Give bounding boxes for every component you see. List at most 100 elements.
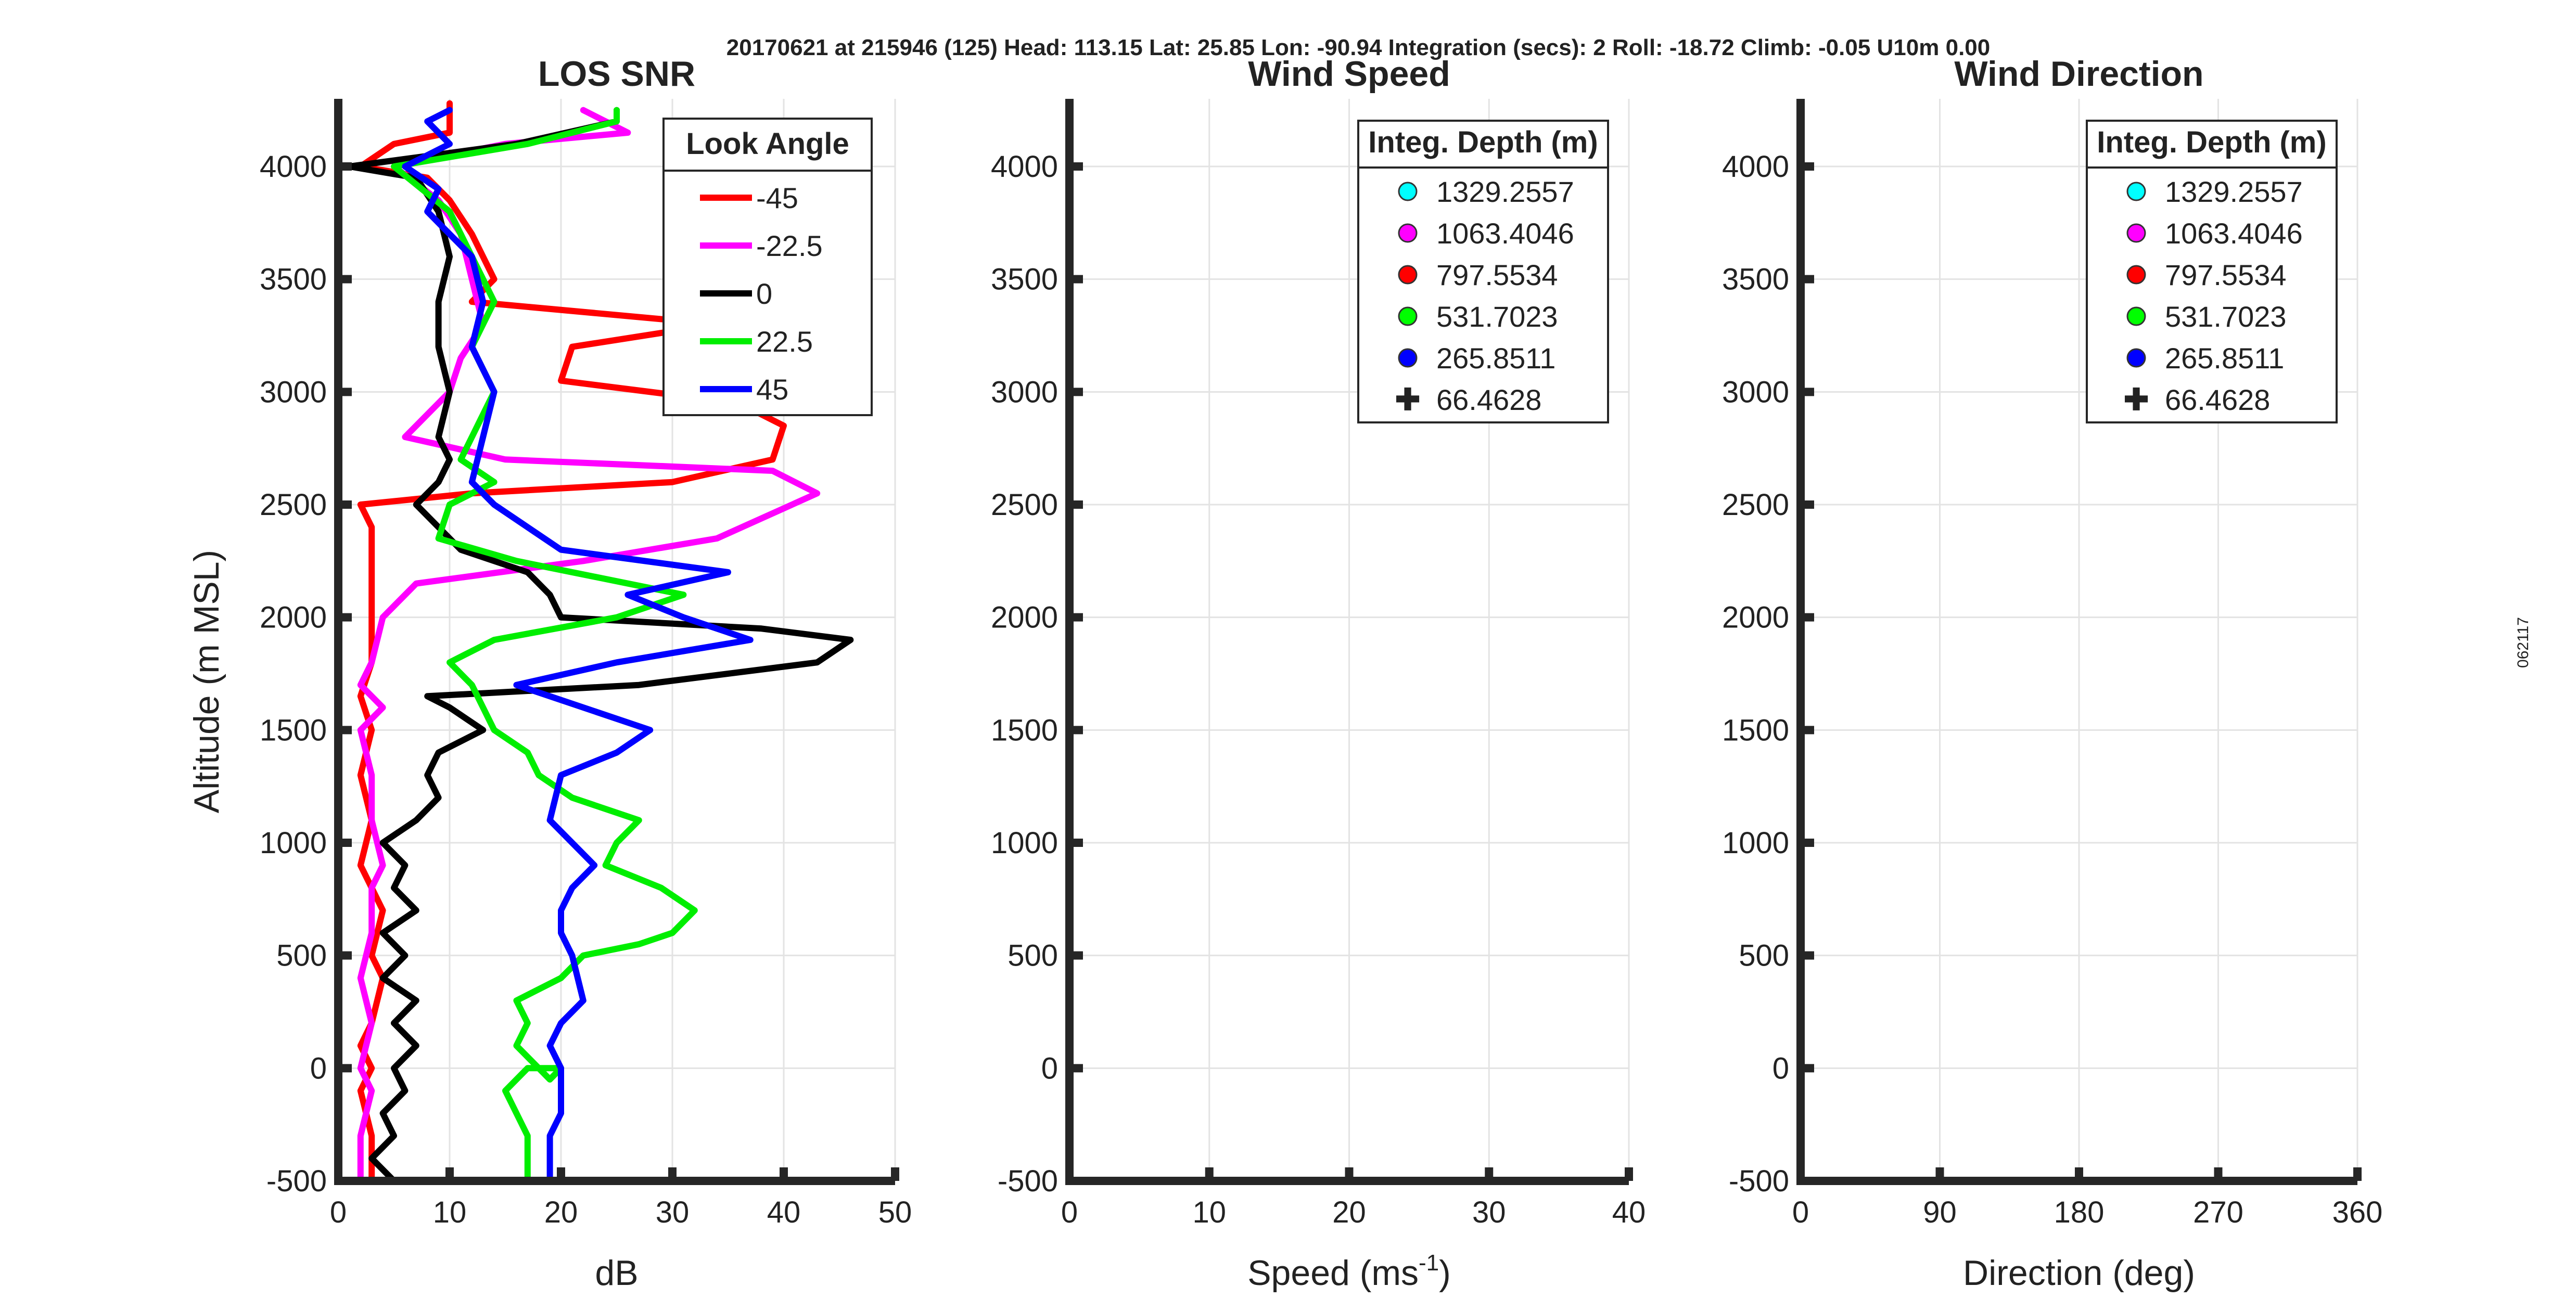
y-tick-label: 2500 [260, 488, 327, 522]
y-tick-label: 1500 [260, 713, 327, 747]
y-tick-label: 2500 [991, 488, 1058, 522]
x-tick-label: 270 [2193, 1195, 2243, 1229]
y-tick-label: 1000 [1722, 826, 1789, 860]
y-tick-label: 3000 [1722, 375, 1789, 409]
x-tick-label: 50 [878, 1195, 912, 1229]
y-tick-label: 0 [1772, 1051, 1789, 1085]
y-tick-label: 0 [1041, 1051, 1058, 1085]
series-line-45 [402, 107, 754, 1181]
y-tick-label: 3500 [1722, 263, 1789, 297]
legend-label-797.5534: 797.5534 [1436, 259, 1558, 291]
x-axis-label: Direction (deg) [1963, 1253, 2195, 1293]
x-tick-label: 20 [1332, 1195, 1366, 1229]
legend-marker-1329.2557 [2126, 182, 2146, 201]
legend-marker-1329.2557 [1398, 182, 1418, 201]
legend-label-265.8511: 265.8511 [1436, 342, 1555, 375]
y-tick-label: 3000 [260, 375, 327, 409]
x-tick-label: 0 [1792, 1195, 1809, 1229]
y-tick-label: 1500 [1722, 713, 1789, 747]
y-tick-label: 1500 [991, 713, 1058, 747]
legend-label-1063.4046: 1063.4046 [2165, 217, 2303, 250]
y-tick-label: 2000 [1722, 601, 1789, 635]
x-tick-label: 20 [544, 1195, 578, 1229]
x-tick-label: 360 [2332, 1195, 2383, 1229]
legend-label-265.8511: 265.8511 [2165, 342, 2284, 375]
x-axis-label-text: dB [595, 1253, 638, 1293]
legend-marker-66.4628: ✚ [2124, 383, 2149, 417]
legend-label-1329.2557: 1329.2557 [2165, 175, 2303, 208]
y-tick-label: 4000 [260, 150, 327, 184]
x-tick-label: 0 [330, 1195, 347, 1229]
x-tick-label: 10 [433, 1195, 467, 1229]
legend-label-1329.2557: 1329.2557 [1436, 175, 1574, 208]
legend-marker-265.8511 [2126, 348, 2146, 368]
legend-box [662, 118, 873, 416]
x-axis-label-text: Speed (ms [1247, 1253, 1419, 1293]
chart-title: LOS SNR [538, 54, 695, 94]
y-tick-label: 3500 [260, 263, 327, 297]
legend-label--45: -45 [756, 182, 798, 214]
y-tick-label: 3500 [991, 263, 1058, 297]
legend-marker-797.5534 [2126, 265, 2146, 285]
x-axis-label: dB [595, 1253, 638, 1293]
x-tick-label: 90 [1923, 1195, 1957, 1229]
y-tick-label: 1000 [991, 826, 1058, 860]
y-axis-label: Altitude (m MSL) [187, 550, 226, 813]
legend-label-0: 0 [756, 277, 772, 310]
legend-label-66.4628: 66.4628 [1436, 383, 1541, 416]
x-tick-label: 40 [1612, 1195, 1646, 1229]
figure-header: 20170621 at 215946 (125) Head: 113.15 La… [726, 35, 1990, 60]
x-axis-label-end: ) [1439, 1253, 1451, 1293]
legend-label-66.4628: 66.4628 [2165, 383, 2270, 416]
legend-title: Integ. Depth (m) [2097, 125, 2326, 159]
legend-title: Look Angle [686, 127, 849, 161]
legend-label-531.7023: 531.7023 [2165, 300, 2287, 333]
legend-title: Integ. Depth (m) [1368, 125, 1598, 159]
y-tick-label: -500 [266, 1164, 327, 1198]
legend-label--22.5: -22.5 [756, 229, 823, 262]
y-tick-label: 500 [1739, 939, 1789, 973]
y-tick-label: -500 [1729, 1164, 1789, 1198]
legend-label-797.5534: 797.5534 [2165, 259, 2287, 291]
y-tick-label: 4000 [991, 150, 1058, 184]
legend-marker-797.5534 [1398, 265, 1418, 285]
series-line--45 [357, 100, 787, 1181]
side-label: 062117 [2515, 617, 2532, 668]
y-tick-label: 4000 [1722, 150, 1789, 184]
legend-marker-1063.4046 [2126, 223, 2146, 243]
legend-marker-531.7023 [1398, 306, 1418, 326]
y-tick-label: 2500 [1722, 488, 1789, 522]
legend-marker-66.4628: ✚ [1395, 383, 1421, 417]
legend-label-1063.4046: 1063.4046 [1436, 217, 1574, 250]
x-axis-label: Speed (ms-1) [1247, 1250, 1451, 1293]
y-tick-label: 1000 [260, 826, 327, 860]
chart-title: Wind Speed [1248, 54, 1450, 94]
x-tick-label: 0 [1061, 1195, 1078, 1229]
legend-marker-531.7023 [2126, 306, 2146, 326]
x-tick-label: 40 [767, 1195, 801, 1229]
x-tick-label: 10 [1192, 1195, 1226, 1229]
legend-label-22.5: 22.5 [756, 325, 813, 358]
series-line-22.5 [391, 107, 698, 1181]
legend-marker-1063.4046 [1398, 223, 1418, 243]
x-axis-label-text: Direction (deg) [1963, 1253, 2195, 1293]
x-axis-label-superscript: -1 [1419, 1250, 1439, 1276]
series-group [346, 100, 854, 1181]
chart-title: Wind Direction [1954, 54, 2203, 94]
y-tick-label: 2000 [991, 601, 1058, 635]
x-tick-label: 30 [1472, 1195, 1506, 1229]
legend-label-45: 45 [756, 373, 788, 406]
y-tick-label: 0 [310, 1051, 327, 1085]
y-tick-label: 500 [276, 939, 327, 973]
y-tick-label: 2000 [260, 601, 327, 635]
legend-marker-265.8511 [1398, 348, 1418, 368]
legend-label-531.7023: 531.7023 [1436, 300, 1558, 333]
x-tick-label: 180 [2054, 1195, 2105, 1229]
y-tick-label: 500 [1008, 939, 1058, 973]
y-tick-label: -500 [998, 1164, 1058, 1198]
x-tick-label: 30 [656, 1195, 690, 1229]
